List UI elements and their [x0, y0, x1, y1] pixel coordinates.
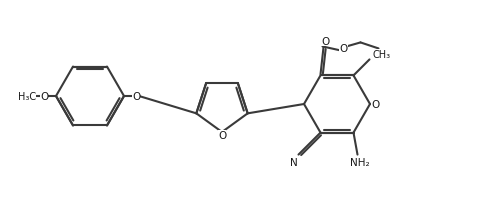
Text: O: O: [321, 37, 330, 47]
Text: O: O: [40, 92, 48, 101]
Text: O: O: [218, 130, 226, 140]
Text: O: O: [339, 44, 348, 54]
Text: H₃C: H₃C: [18, 92, 36, 101]
Text: O: O: [132, 92, 140, 101]
Text: NH₂: NH₂: [349, 157, 369, 167]
Text: CH₃: CH₃: [373, 50, 391, 60]
Text: O: O: [371, 100, 379, 109]
Text: N: N: [289, 157, 297, 167]
